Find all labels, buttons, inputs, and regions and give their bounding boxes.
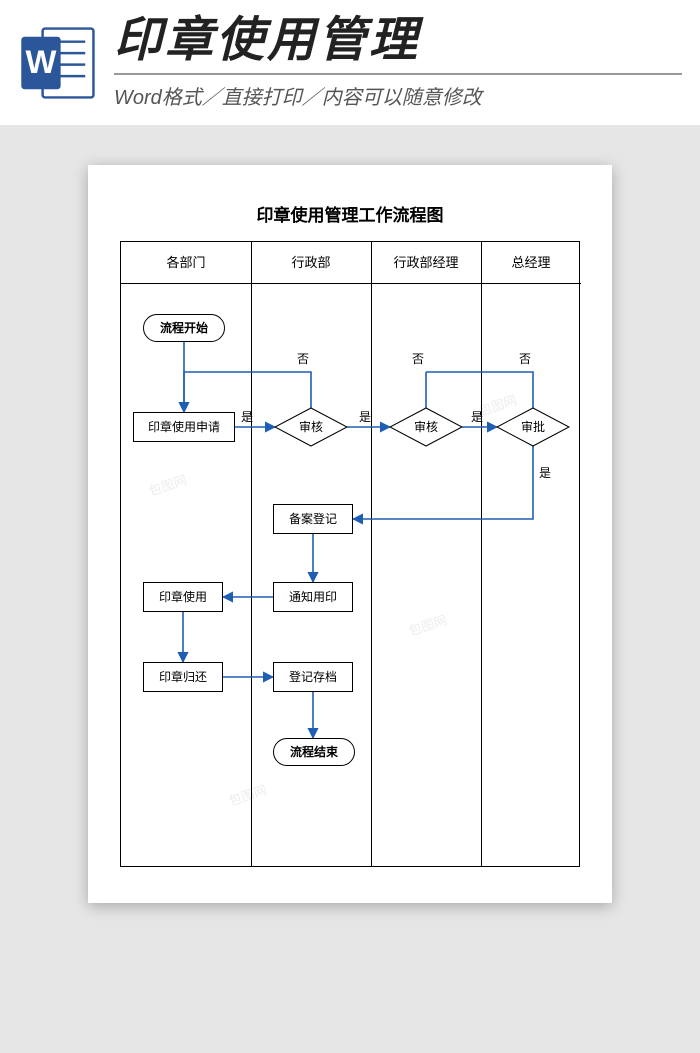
lane-header: 总经理 bbox=[481, 242, 581, 284]
process-node: 登记存档 bbox=[273, 662, 353, 692]
edge-label: 否 bbox=[519, 350, 531, 367]
process-node: 备案登记 bbox=[273, 504, 353, 534]
process-node: 印章使用申请 bbox=[133, 412, 235, 442]
edge-label: 否 bbox=[297, 350, 309, 367]
process-node: 印章使用 bbox=[143, 582, 223, 612]
word-icon: W bbox=[18, 22, 100, 104]
template-header: W 印章使用管理 Word格式／直接打印／内容可以随意修改 bbox=[0, 0, 700, 125]
svg-text:审核: 审核 bbox=[414, 419, 438, 434]
svg-text:W: W bbox=[25, 42, 56, 79]
lane-header: 行政部 bbox=[251, 242, 371, 284]
terminator-node: 流程开始 bbox=[143, 314, 225, 342]
edge-label: 是 bbox=[359, 408, 371, 425]
lane-header: 各部门 bbox=[121, 242, 251, 284]
svg-text:审核: 审核 bbox=[299, 419, 323, 434]
svg-text:审批: 审批 bbox=[521, 419, 545, 434]
document-title: 印章使用管理工作流程图 bbox=[88, 165, 612, 226]
edge-label: 否 bbox=[412, 350, 424, 367]
swimlane-grid: 各部门 行政部 行政部经理 总经理 审核 审核 审批 流程开始印章使用申请备案登记通… bbox=[120, 241, 580, 867]
edge-label: 是 bbox=[471, 408, 483, 425]
header-title: 印章使用管理 bbox=[114, 15, 682, 68]
process-node: 通知用印 bbox=[273, 582, 353, 612]
process-node: 印章归还 bbox=[143, 662, 223, 692]
header-subtitle: Word格式／直接打印／内容可以随意修改 bbox=[114, 73, 682, 110]
edge-label: 是 bbox=[241, 408, 253, 425]
edge-label: 是 bbox=[539, 464, 551, 481]
flow-arrows: 审核 审核 审批 bbox=[121, 284, 581, 868]
terminator-node: 流程结束 bbox=[273, 738, 355, 766]
document-page: 印章使用管理工作流程图 各部门 行政部 行政部经理 总经理 审核 审核 审批 流程开… bbox=[88, 165, 612, 903]
lane-header: 行政部经理 bbox=[371, 242, 481, 284]
